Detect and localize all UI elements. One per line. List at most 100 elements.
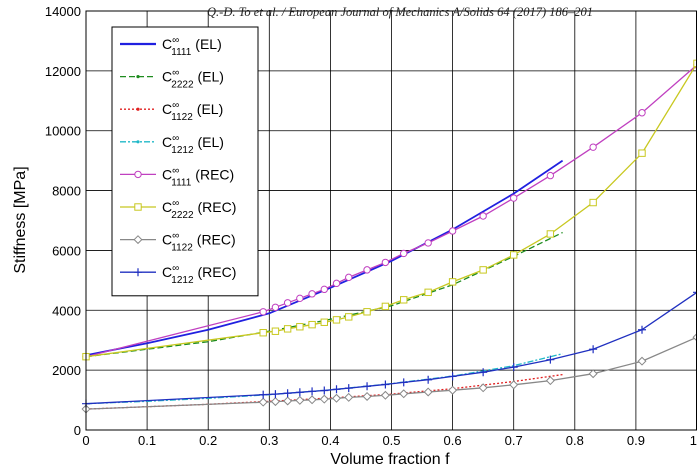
data-point bbox=[320, 318, 328, 326]
data-point bbox=[424, 288, 432, 297]
data-point bbox=[448, 278, 457, 286]
y-tick-label: 14000 bbox=[45, 4, 81, 19]
data-point bbox=[693, 288, 697, 297]
series-1212-rec bbox=[82, 288, 697, 408]
data-point bbox=[259, 308, 267, 316]
y-tick-label: 8000 bbox=[52, 184, 81, 199]
legend-label: C∞ 2222(EL) bbox=[162, 68, 224, 91]
data-point bbox=[479, 266, 487, 274]
data-point bbox=[307, 395, 317, 405]
x-tick-label: 0.3 bbox=[260, 433, 278, 448]
x-tick-label: 1 bbox=[690, 433, 697, 448]
data-point bbox=[332, 385, 341, 394]
series-line bbox=[85, 159, 564, 357]
data-point bbox=[296, 323, 304, 331]
data-point bbox=[363, 308, 371, 316]
data-point bbox=[295, 388, 304, 397]
legend-box bbox=[111, 26, 259, 297]
legend-marker bbox=[136, 107, 140, 111]
y-tick-label: 0 bbox=[74, 423, 81, 438]
series-1111-el bbox=[85, 159, 564, 357]
data-point bbox=[258, 397, 268, 407]
data-point bbox=[424, 239, 432, 247]
data-point bbox=[400, 249, 408, 258]
data-point bbox=[271, 327, 280, 335]
data-point bbox=[424, 375, 433, 384]
data-point bbox=[363, 266, 371, 274]
data-point bbox=[381, 380, 390, 389]
data-point bbox=[510, 251, 518, 259]
legend-label: C∞ 2222(REC) bbox=[162, 198, 236, 221]
journal-header: Q.-D. To et al. / European Journal of Me… bbox=[207, 5, 593, 19]
data-point bbox=[320, 386, 329, 395]
data-point bbox=[332, 316, 341, 324]
data-point bbox=[637, 356, 647, 366]
x-tick-label: 0.2 bbox=[199, 433, 217, 448]
data-point bbox=[399, 378, 408, 387]
data-point bbox=[345, 273, 353, 282]
legend-label: C∞ 1122(REC) bbox=[162, 231, 236, 254]
data-point bbox=[479, 212, 487, 220]
data-point bbox=[363, 382, 372, 391]
data-point bbox=[399, 389, 409, 399]
data-point bbox=[546, 230, 555, 238]
legend-item: C∞ 1122(REC) bbox=[120, 231, 236, 254]
legend-item: C∞ 2222(EL) bbox=[120, 68, 224, 91]
tick-labels: 0 0.1 0.2 0.3 0.4 0.5 0.6 0.7 0.8 0.9 1 0 2000 4000 60… bbox=[45, 4, 697, 448]
data-point bbox=[589, 143, 597, 151]
legend-item: C∞ 1212(EL) bbox=[120, 133, 224, 156]
legend: C∞ 1111(EL) C∞ 2222(EL) C∞ 1122(EL) C∞ 1212(EL)… bbox=[111, 26, 259, 297]
data-point bbox=[332, 393, 342, 403]
data-point bbox=[448, 227, 457, 235]
series-2222-rec bbox=[82, 59, 697, 361]
legend-item: C∞ 1111(EL) bbox=[120, 35, 222, 58]
data-point bbox=[270, 397, 280, 407]
legend-marker bbox=[134, 170, 142, 179]
legend-label: C∞ 1111(REC) bbox=[162, 165, 234, 188]
x-tick-label: 0.5 bbox=[382, 433, 400, 448]
data-point bbox=[271, 303, 280, 311]
legend-item: C∞ 1212(REC) bbox=[120, 263, 236, 286]
data-point bbox=[344, 392, 354, 402]
data-point bbox=[259, 329, 267, 337]
data-point bbox=[283, 325, 292, 333]
x-axis-label: Volume fraction f bbox=[330, 451, 450, 468]
x-tick-label: 0.6 bbox=[444, 433, 462, 448]
legend-item: C∞ 2222(REC) bbox=[120, 198, 236, 221]
data-point bbox=[283, 389, 292, 398]
data-point bbox=[362, 391, 372, 401]
data-point bbox=[381, 302, 390, 311]
x-tick-label: 0.9 bbox=[627, 433, 645, 448]
y-tick-label: 6000 bbox=[52, 243, 81, 258]
data-point bbox=[344, 384, 353, 393]
data-point bbox=[588, 369, 598, 379]
data-point bbox=[510, 194, 518, 202]
series-line bbox=[85, 231, 563, 358]
legend-marker bbox=[133, 235, 143, 245]
data-point bbox=[546, 355, 555, 364]
data-point bbox=[320, 285, 328, 294]
y-tick-label: 4000 bbox=[52, 303, 81, 318]
y-tick-label: 12000 bbox=[45, 64, 81, 79]
data-point bbox=[638, 109, 646, 117]
data-point bbox=[478, 383, 488, 393]
data-point bbox=[589, 198, 597, 207]
data-point bbox=[479, 368, 488, 377]
data-point bbox=[295, 395, 305, 405]
data-point bbox=[400, 296, 408, 304]
data-point bbox=[283, 396, 293, 406]
series-2222-el bbox=[85, 231, 563, 358]
y-axis-label: Stiffness [MPa] bbox=[12, 166, 29, 273]
y-tick-label: 10000 bbox=[45, 124, 81, 139]
data-point bbox=[259, 390, 268, 399]
legend-marker bbox=[134, 203, 142, 211]
data-point bbox=[546, 171, 555, 180]
data-point bbox=[296, 294, 304, 303]
data-point bbox=[283, 299, 292, 307]
data-point bbox=[345, 313, 353, 321]
data-point bbox=[332, 279, 341, 288]
x-tick-label: 0.8 bbox=[566, 433, 584, 448]
legend-marker bbox=[136, 140, 140, 144]
data-point bbox=[271, 390, 280, 399]
